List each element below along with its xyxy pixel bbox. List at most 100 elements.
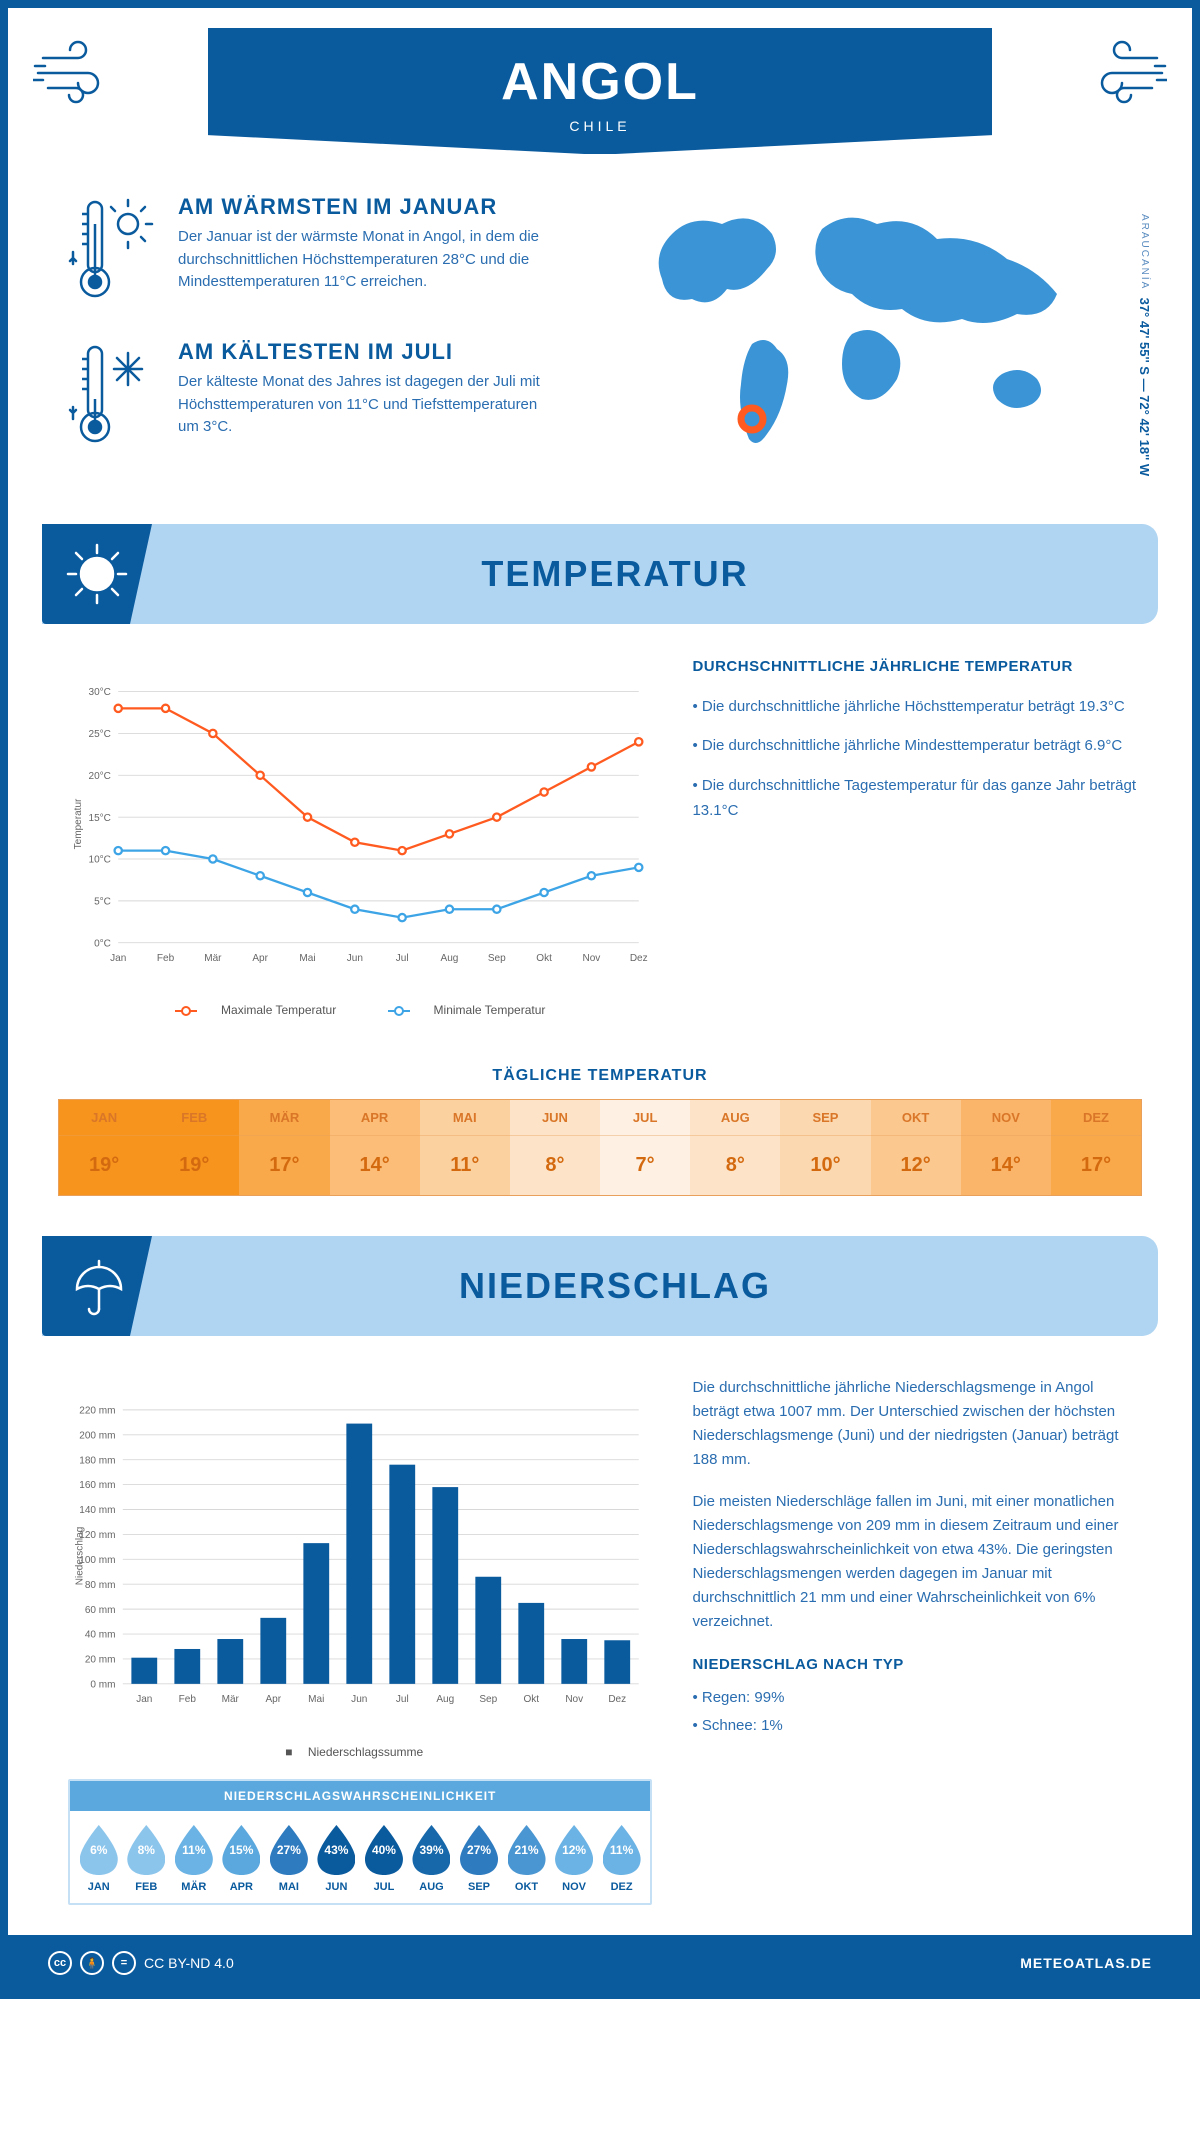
svg-text:Jul: Jul — [396, 1694, 409, 1705]
temp-col: SEP 10° — [780, 1100, 870, 1195]
legend-max: Maximale Temperatur — [221, 1003, 336, 1017]
precip-para-2: Die meisten Niederschläge fallen im Juni… — [692, 1490, 1142, 1634]
prob-drop: 15% APR — [219, 1825, 265, 1893]
title-banner: ANGOL CHILE — [208, 28, 992, 154]
temperature-content: 0°C5°C10°C15°C20°C25°C30°CJanFebMärAprMa… — [8, 654, 1192, 1037]
license-text: CC BY-ND 4.0 — [144, 1955, 234, 1971]
infographic-frame: ANGOL CHILE AM WÄRMSTEN IM JANUAR Der Ja… — [0, 0, 1200, 1999]
temp-bullet-1: • Die durchschnittliche jährliche Höchst… — [692, 694, 1142, 720]
svg-text:Mai: Mai — [299, 953, 315, 964]
temp-bullet-2: • Die durchschnittliche jährliche Mindes… — [692, 733, 1142, 759]
svg-text:80 mm: 80 mm — [85, 1580, 116, 1591]
probability-row: 6% JAN 8% FEB 11% MÄR 15% APR 27% MAI 43… — [70, 1811, 650, 1903]
temp-col: JUN 8° — [510, 1100, 600, 1195]
svg-text:Apr: Apr — [265, 1694, 281, 1705]
prob-drop: 27% SEP — [456, 1825, 502, 1893]
prob-drop: 21% OKT — [504, 1825, 550, 1893]
precipitation-content: 0 mm20 mm40 mm60 mm80 mm100 mm120 mm140 … — [8, 1366, 1192, 1935]
umbrella-icon — [42, 1236, 152, 1336]
precip-legend-label: Niederschlagssumme — [308, 1745, 423, 1759]
precip-text-box: Die durchschnittliche jährliche Niedersc… — [692, 1376, 1142, 1905]
country-subtitle: CHILE — [208, 118, 992, 134]
svg-text:Jun: Jun — [347, 953, 363, 964]
svg-text:Jan: Jan — [136, 1694, 152, 1705]
precip-type-title: NIEDERSCHLAG NACH TYP — [692, 1652, 1142, 1678]
temp-col: FEB 19° — [149, 1100, 239, 1195]
svg-text:Nov: Nov — [565, 1694, 583, 1705]
svg-text:140 mm: 140 mm — [79, 1505, 115, 1516]
svg-text:Sep: Sep — [488, 953, 506, 964]
precipitation-title: NIEDERSCHLAG — [152, 1265, 1158, 1307]
svg-text:20 mm: 20 mm — [85, 1655, 116, 1666]
coords-value: 37° 47' 55'' S — 72° 42' 18'' W — [1137, 298, 1152, 477]
prob-drop: 43% JUN — [314, 1825, 360, 1893]
svg-text:Temperatur: Temperatur — [73, 798, 84, 849]
svg-text:Nov: Nov — [582, 953, 600, 964]
svg-text:Feb: Feb — [179, 1694, 197, 1705]
prob-drop: 40% JUL — [361, 1825, 407, 1893]
svg-text:Aug: Aug — [441, 953, 459, 964]
temp-col: APR 14° — [330, 1100, 420, 1195]
temp-col: NOV 14° — [961, 1100, 1051, 1195]
svg-text:220 mm: 220 mm — [79, 1406, 115, 1417]
svg-text:Okt: Okt — [536, 953, 552, 964]
temp-bullet-3: • Die durchschnittliche Tagestemperatur … — [692, 773, 1142, 824]
temp-col: JAN 19° — [59, 1100, 149, 1195]
svg-text:40 mm: 40 mm — [85, 1630, 116, 1641]
svg-text:Mai: Mai — [308, 1694, 324, 1705]
facts-column: AM WÄRMSTEN IM JANUAR Der Januar ist der… — [68, 194, 592, 484]
precip-type-snow: • Schnee: 1% — [692, 1714, 1142, 1738]
svg-text:0 mm: 0 mm — [90, 1679, 115, 1690]
svg-text:Mär: Mär — [204, 953, 222, 964]
temperature-line-chart: 0°C5°C10°C15°C20°C25°C30°CJanFebMärAprMa… — [68, 654, 652, 994]
daily-temp-title: TÄGLICHE TEMPERATUR — [8, 1067, 1192, 1085]
prob-drop: 11% DEZ — [599, 1825, 645, 1893]
svg-text:15°C: 15°C — [88, 813, 110, 824]
svg-text:Dez: Dez — [608, 1694, 626, 1705]
temp-col: DEZ 17° — [1051, 1100, 1141, 1195]
temp-col: AUG 8° — [690, 1100, 780, 1195]
region-label: ARAUCANÍA — [1139, 214, 1150, 290]
temp-col: MÄR 17° — [239, 1100, 329, 1195]
svg-text:Jul: Jul — [396, 953, 409, 964]
svg-text:10°C: 10°C — [88, 855, 110, 866]
precip-type-rain: • Regen: 99% — [692, 1686, 1142, 1710]
probability-title: NIEDERSCHLAGSWAHRSCHEINLICHKEIT — [70, 1781, 650, 1811]
thermometer-sun-icon — [68, 194, 158, 309]
temperature-banner: TEMPERATUR — [42, 524, 1158, 624]
svg-text:Okt: Okt — [523, 1694, 539, 1705]
header-row: ANGOL CHILE — [8, 8, 1192, 164]
precip-legend: ■ Niederschlagssumme — [68, 1745, 652, 1759]
warmest-text: AM WÄRMSTEN IM JANUAR Der Januar ist der… — [178, 194, 558, 309]
wind-icon-right — [1052, 28, 1192, 108]
prob-drop: 8% FEB — [124, 1825, 170, 1893]
svg-text:60 mm: 60 mm — [85, 1605, 116, 1616]
by-icon: 🧍 — [80, 1951, 104, 1975]
svg-text:Feb: Feb — [157, 953, 175, 964]
probability-panel: NIEDERSCHLAGSWAHRSCHEINLICHKEIT 6% JAN 8… — [68, 1779, 652, 1905]
temp-text-title: DURCHSCHNITTLICHE JÄHRLICHE TEMPERATUR — [692, 654, 1142, 680]
intro-section: AM WÄRMSTEN IM JANUAR Der Januar ist der… — [8, 164, 1192, 514]
svg-text:Jan: Jan — [110, 953, 126, 964]
precip-chart-box: 0 mm20 mm40 mm60 mm80 mm100 mm120 mm140 … — [68, 1376, 652, 1905]
warmest-title: AM WÄRMSTEN IM JANUAR — [178, 194, 558, 220]
svg-text:160 mm: 160 mm — [79, 1480, 115, 1491]
precipitation-bar-chart: 0 mm20 mm40 mm60 mm80 mm100 mm120 mm140 … — [68, 1376, 652, 1736]
nd-icon: = — [112, 1951, 136, 1975]
svg-text:Aug: Aug — [436, 1694, 454, 1705]
prob-drop: 11% MÄR — [171, 1825, 217, 1893]
license-block: cc 🧍 = CC BY-ND 4.0 — [48, 1951, 234, 1975]
prob-drop: 27% MAI — [266, 1825, 312, 1893]
temp-col: MAI 11° — [420, 1100, 510, 1195]
prob-drop: 39% AUG — [409, 1825, 455, 1893]
svg-text:30°C: 30°C — [88, 687, 110, 698]
coldest-text: AM KÄLTESTEN IM JULI Der kälteste Monat … — [178, 339, 558, 454]
sun-icon — [42, 524, 152, 624]
temp-chart-box: 0°C5°C10°C15°C20°C25°C30°CJanFebMärAprMa… — [68, 654, 652, 1017]
svg-text:Sep: Sep — [479, 1694, 497, 1705]
temp-legend: .lg-sw[style*='ff5a1f']::after{border-co… — [68, 1003, 652, 1017]
daily-temp-table: JAN 19° FEB 19° MÄR 17° APR 14° MAI 11° … — [58, 1099, 1142, 1196]
world-map-icon — [622, 194, 1102, 454]
coordinates: ARAUCANÍA 37° 47' 55'' S — 72° 42' 18'' … — [1137, 214, 1152, 476]
map-column: ARAUCANÍA 37° 47' 55'' S — 72° 42' 18'' … — [622, 194, 1142, 484]
